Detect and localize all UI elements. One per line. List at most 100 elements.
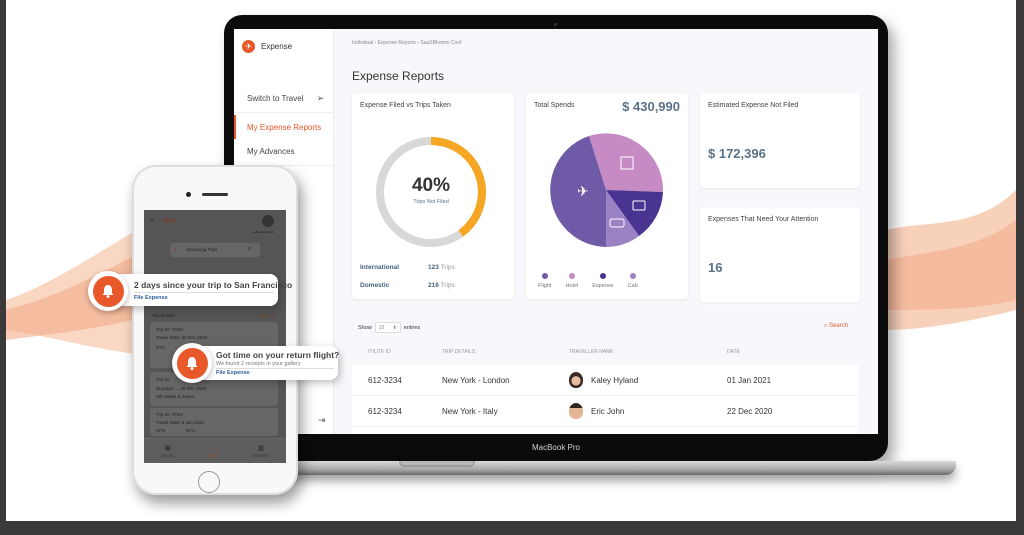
notification-title: 2 days since your trip to San Francisco [134, 280, 293, 290]
cell-trip: New York - London [442, 375, 510, 385]
bell-icon [176, 347, 208, 379]
notification-trip-reminder[interactable]: 2 days since your trip to San Francisco … [110, 274, 292, 306]
card-title: Expenses That Need Your Attention [708, 216, 819, 223]
app-logo[interactable]: ✈ Expense [242, 40, 292, 53]
file-expense-link[interactable]: File Expense [134, 295, 168, 301]
phone-screen: ≡ itilite Hello Samantha ✈ Upcoming Trip… [144, 210, 286, 463]
wallet-icon [632, 200, 646, 211]
table-row-partial[interactable] [352, 427, 858, 434]
column-header[interactable]: TRAVELLER NAME [569, 349, 614, 355]
trip-card[interactable]: Trip ID: 7FS3 Travel Date: 6 Jan 2021 SF… [150, 408, 278, 436]
sidebar-item-label: My Expense Reports [247, 122, 322, 132]
search-button[interactable]: ⌕ Search [824, 323, 849, 329]
stat-count: 123 [428, 264, 439, 271]
flight-icon: ✈ [577, 183, 589, 199]
cell-name: Eric John [591, 406, 625, 416]
cell-id: 612-3234 [368, 375, 402, 385]
legend-hotel: Hotel [565, 273, 578, 289]
legend-expense: Expense [592, 273, 614, 289]
tab-travel[interactable]: ▣ TRAVEL [160, 445, 175, 458]
bell-badge [88, 271, 128, 311]
phone-camera [186, 192, 191, 197]
entries-label: entries [403, 324, 421, 331]
hotel-icon [620, 156, 634, 170]
sidebar-item-my-expense-reports[interactable]: My Expense Reports [234, 115, 334, 139]
phone: ≡ itilite Hello Samantha ✈ Upcoming Trip… [132, 165, 298, 495]
attention-value: 16 [708, 260, 723, 275]
stat-international: International 123 Trips [360, 264, 455, 271]
legend-cab: Cab [628, 273, 638, 289]
table-header: ITILITE ID TRIP DETAILS TRAVELLER NAME D… [352, 339, 858, 365]
stat-unit: Trips [440, 282, 455, 289]
tab-expense[interactable]: ▦ EXPENSE [252, 445, 270, 458]
hamburger-icon[interactable]: ≡ [150, 218, 155, 225]
upcoming-trips-card[interactable]: ✈ Upcoming Trips 3 [170, 243, 260, 257]
stat-domestic: Domestic 216 Trips [360, 282, 455, 289]
device-label: MacBook Pro [531, 443, 581, 452]
pie-chart: ✈ [549, 133, 664, 247]
stat-unit: Trips [440, 264, 455, 271]
switch-to-travel-label: Switch to Travel [247, 93, 304, 103]
app-name: Expense [261, 42, 293, 51]
phone-home-button[interactable] [198, 471, 220, 493]
cab-icon [609, 218, 625, 228]
plane-logo-icon: ✈ [242, 40, 255, 53]
laptop-screen: ✈ Expense Switch to Travel ➢ My Expense … [234, 29, 878, 434]
notification-receipts-found[interactable]: Got time on your return flight? We found… [194, 346, 340, 380]
home-icon: ⌂ [211, 444, 216, 452]
card-title: Total Spends [534, 102, 575, 109]
upcoming-count: 3 [248, 246, 251, 251]
phone-greeting: Hello Samantha [252, 230, 274, 234]
plane-icon: ✈ [174, 247, 178, 252]
expense-table: ITILITE ID TRIP DETAILS TRAVELLER NAME D… [352, 339, 858, 434]
notification-title: Got time on your return flight? [216, 350, 340, 360]
phone-avatar[interactable] [262, 215, 274, 227]
estimated-value: $ 172,396 [708, 146, 766, 161]
card-expense-filed-vs-trips: Expense Filed vs Trips Taken 40% Trips N… [352, 93, 514, 299]
table-row[interactable]: 612-3234 New York - Italy Eric John 22 D… [352, 396, 858, 427]
entries-select[interactable]: 10 ⬍ [374, 322, 401, 333]
laptop-camera [554, 23, 557, 26]
sidebar-item-label: My Advances [247, 146, 295, 156]
avatar [569, 403, 583, 419]
file-expense-link[interactable]: File Expense [216, 370, 250, 376]
column-header[interactable]: ITILITE ID [368, 349, 391, 355]
switch-to-travel-button[interactable]: Switch to Travel ➢ [234, 86, 334, 110]
show-label: Show [358, 324, 372, 331]
laptop-notch [399, 461, 475, 467]
column-header[interactable]: TRIP DETAILS [442, 349, 476, 355]
column-header[interactable]: DATE [727, 349, 740, 355]
sidebar-divider [234, 165, 334, 166]
stat-label: International [360, 264, 400, 271]
page-title: Expense Reports [352, 69, 445, 83]
laptop-lid: ✈ Expense Switch to Travel ➢ My Expense … [224, 15, 888, 461]
logout-icon[interactable]: ⇥ [318, 415, 326, 425]
breadcrumb: Individual › Expense Reports › SaaSBhoom… [352, 40, 462, 46]
card-title: Expense Filed vs Trips Taken [360, 102, 451, 109]
entries-control: Show 10 ⬍ entries [358, 322, 420, 333]
bell-icon [92, 275, 124, 307]
percent-value: 40% [411, 175, 451, 196]
stat-count: 216 [428, 282, 439, 289]
sidebar-item-my-advances[interactable]: My Advances [234, 139, 334, 163]
card-attention[interactable]: Expenses That Need Your Attention 16 [700, 207, 860, 302]
bell-badge [172, 343, 212, 383]
cell-date: 22 Dec 2020 [727, 406, 773, 416]
receipt-icon: ▦ [257, 445, 265, 452]
tab-home[interactable]: ⌂ HOME [208, 444, 219, 458]
table-row[interactable]: 612-3234 New York - London Kaley Hyland … [352, 365, 858, 396]
legend-flight: Flight [538, 273, 551, 289]
view-all-link[interactable]: View All [258, 313, 274, 318]
phone-speaker [202, 193, 228, 196]
cell-date: 01 Jan 2021 [727, 375, 772, 385]
percent-subtitle: Trips Not Filed [413, 199, 449, 205]
notification-divider [216, 368, 334, 369]
pie-legend: Flight Hotel Expense Cab [538, 273, 638, 289]
avatar [569, 372, 583, 388]
donut-chart: 40% Trips Not Filed [374, 135, 488, 249]
briefcase-icon: ▣ [164, 445, 171, 452]
cell-id: 612-3234 [368, 406, 402, 416]
card-total-spends: Total Spends $ 430,990 ✈ Fligh [526, 93, 688, 299]
cell-name: Kaley Hyland [591, 375, 639, 385]
total-spends-value: $ 430,990 [622, 99, 680, 114]
